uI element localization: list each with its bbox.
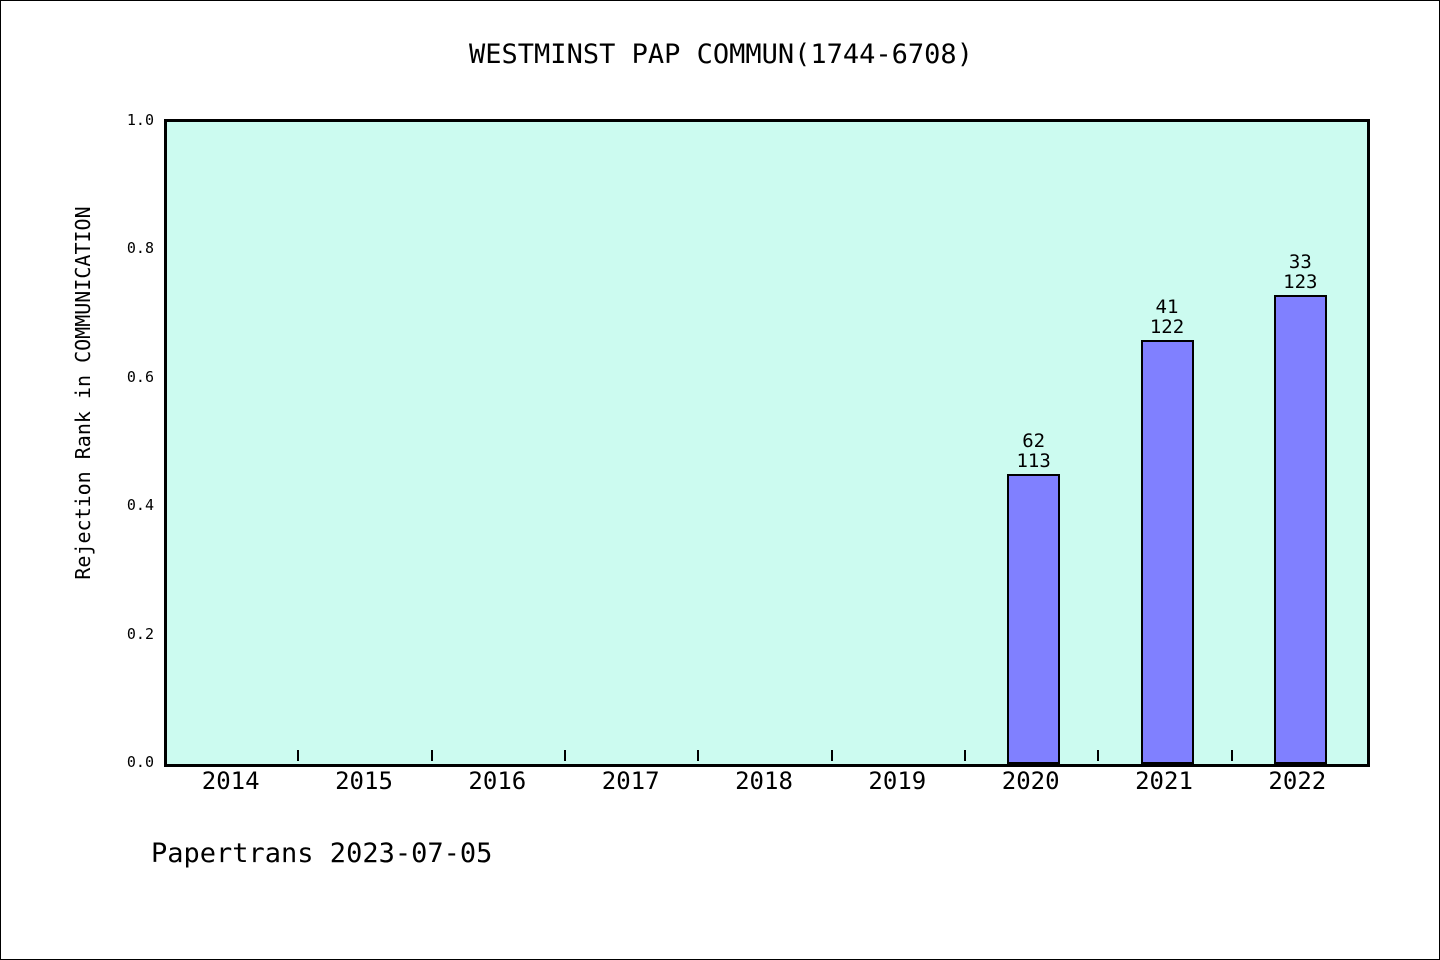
y-tick-label-0.8: 0.8 (126, 239, 154, 258)
x-tick-label-2017: 2017 (601, 767, 660, 795)
y-axis-title: Rejection Rank in COMMUNICATION (71, 206, 95, 580)
bar-value-bottom-2020: 113 (1016, 449, 1051, 472)
x-tick-label-2021: 2021 (1135, 767, 1193, 795)
y-axis-tick-labels: 0.0 0.2 0.4 0.6 0.8 1.0 (94, 111, 154, 771)
bar-2021 (1140, 340, 1194, 764)
x-tick-mark-2 (430, 750, 433, 761)
x-tick-label-2019: 2019 (868, 767, 927, 795)
x-tick-mark-5 (830, 750, 833, 761)
x-tick-mark-3 (564, 750, 566, 761)
x-tick-label-2018: 2018 (735, 767, 793, 795)
y-tick-label-0.4: 0.4 (126, 496, 154, 515)
bars-container: 62 113 41 122 33 123 (167, 122, 1367, 764)
footer-note: Papertrans 2023-07-05 (151, 838, 493, 869)
bar-value-bottom-2022: 123 (1283, 270, 1318, 293)
x-tick-label-2015: 2015 (335, 767, 393, 795)
bar-value-bottom-2021: 122 (1149, 316, 1185, 339)
bar-value-top-2020: 62 (1022, 429, 1046, 452)
bar-value-label-2022: 33 123 (1240, 252, 1360, 292)
x-tick-label-2022: 2022 (1268, 767, 1327, 795)
y-tick-label-0.2: 0.2 (126, 624, 154, 643)
x-tick-mark-1 (297, 750, 300, 761)
page-title: WESTMINST PAP COMMUN(1744-6708) (469, 39, 973, 70)
x-tick-mark-6 (964, 750, 966, 761)
x-tick-mark-8 (1230, 750, 1233, 761)
x-tick-label-2014: 2014 (201, 767, 260, 795)
bar-2022 (1273, 294, 1327, 764)
y-tick-label-0.6: 0.6 (126, 367, 154, 386)
bar-value-top-2022: 33 (1288, 250, 1312, 273)
bar-2020 (1007, 473, 1061, 764)
x-tick-mark-4 (697, 750, 700, 761)
plot-area: 62 113 41 122 33 123 (164, 119, 1370, 767)
x-tick-label-2016: 2016 (468, 767, 527, 795)
x-tick-label-2020: 2020 (1001, 767, 1060, 795)
bar-value-label-2020: 62 113 (974, 431, 1094, 471)
bar-value-label-2021: 41 122 (1107, 297, 1227, 337)
y-tick-label-1.0: 1.0 (126, 111, 154, 129)
y-tick-label-0.0: 0.0 (126, 753, 154, 771)
bar-value-top-2021: 41 (1155, 296, 1179, 319)
x-tick-mark-7 (1097, 750, 1100, 761)
